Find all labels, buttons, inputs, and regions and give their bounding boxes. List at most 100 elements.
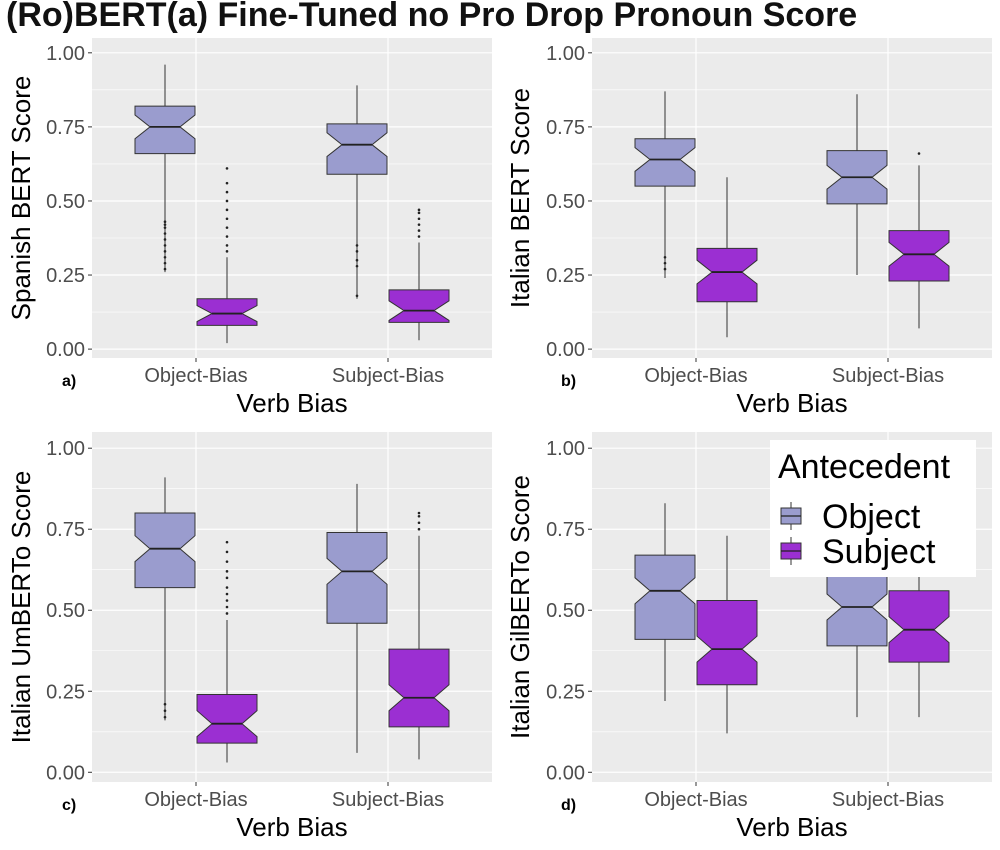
legend-label-subject: Subject xyxy=(822,533,936,571)
outlier-point xyxy=(164,256,167,259)
outlier-point xyxy=(164,238,167,241)
outlier-point xyxy=(664,256,667,259)
x-axis-title: Verb Bias xyxy=(236,388,347,418)
outlier-point xyxy=(226,167,229,170)
outlier-point xyxy=(226,570,229,573)
x-tick-label: Subject-Bias xyxy=(832,365,944,387)
box-body xyxy=(327,124,387,174)
x-tick-label: Subject-Bias xyxy=(332,365,444,387)
outlier-point xyxy=(226,182,229,185)
outlier-point xyxy=(418,217,421,220)
outlier-point xyxy=(164,232,167,235)
panel-3: 0.00 0.25 0.50 0.75 1.00 Object-Bias Subject-B… xyxy=(6,432,492,842)
outlier-point xyxy=(226,577,229,580)
outlier-point xyxy=(418,515,421,518)
outlier-point xyxy=(418,229,421,232)
x-tick-label: Object-Bias xyxy=(144,365,247,387)
y-tick-label: 0.00 xyxy=(46,339,85,361)
outlier-point xyxy=(226,593,229,596)
outlier-point xyxy=(226,606,229,609)
y-tick-label: 0.00 xyxy=(546,339,585,361)
y-tick-label: 0.75 xyxy=(546,519,585,541)
outlier-point xyxy=(356,259,359,262)
outlier-point xyxy=(226,191,229,194)
outlier-point xyxy=(418,528,421,531)
y-tick-label: 0.25 xyxy=(46,681,85,703)
outlier-point xyxy=(164,262,167,265)
y-axis-title: Italian BERT Score xyxy=(505,88,535,308)
box-body xyxy=(635,555,695,639)
x-tick-label: Subject-Bias xyxy=(332,789,444,811)
outlier-point xyxy=(164,703,167,706)
x-tick-label: Object-Bias xyxy=(644,789,747,811)
outlier-point xyxy=(418,512,421,515)
box-body xyxy=(389,290,449,323)
outlier-point xyxy=(226,560,229,563)
y-axis-title: Italian GilBERTo Score xyxy=(505,475,535,739)
legend-title: Antecedent xyxy=(778,448,951,486)
y-tick-label: 1.00 xyxy=(46,43,85,65)
y-tick-label: 0.50 xyxy=(546,600,585,622)
outlier-point xyxy=(356,294,359,297)
x-tick-label: Subject-Bias xyxy=(832,789,944,811)
outlier-point xyxy=(164,250,167,253)
y-tick-label: 0.00 xyxy=(546,762,585,784)
outlier-point xyxy=(164,220,167,223)
box-body xyxy=(197,695,257,744)
outlier-point xyxy=(164,244,167,247)
boxplot-figure: 0.00 0.25 0.50 0.75 1.00 Object-Bias Subject-B… xyxy=(0,0,1000,850)
outlier-point xyxy=(356,244,359,247)
outlier-point xyxy=(226,200,229,203)
y-tick-label: 1.00 xyxy=(546,438,585,460)
legend-label-object: Object xyxy=(822,498,921,536)
outlier-point xyxy=(226,612,229,615)
x-tick-label: Object-Bias xyxy=(644,365,747,387)
y-tick-label: 1.00 xyxy=(46,438,85,460)
outlier-point xyxy=(418,521,421,524)
y-tick-label: 1.00 xyxy=(546,43,585,65)
outlier-point xyxy=(164,716,167,719)
outlier-point xyxy=(226,250,229,253)
outlier-point xyxy=(226,217,229,220)
y-tick-label: 0.25 xyxy=(46,265,85,287)
panel-2: 0.000.250.500.751.00Object-Bias Subject-B… xyxy=(505,38,992,418)
outlier-point xyxy=(664,262,667,265)
panel-label: b) xyxy=(561,373,576,390)
x-axis-title: Verb Bias xyxy=(736,388,847,418)
outlier-point xyxy=(226,235,229,238)
outlier-point xyxy=(164,223,167,226)
y-tick-label: 0.75 xyxy=(46,117,85,139)
outlier-point xyxy=(164,709,167,712)
panel-background xyxy=(92,432,492,782)
outlier-point xyxy=(356,250,359,253)
outlier-point xyxy=(164,226,167,229)
x-axis-title: Verb Bias xyxy=(736,812,847,842)
x-axis-title: Verb Bias xyxy=(236,812,347,842)
outlier-point xyxy=(418,235,421,238)
outlier-point xyxy=(356,265,359,268)
y-axis-title: Spanish BERT Score xyxy=(6,76,36,321)
y-tick-label: 0.75 xyxy=(546,117,585,139)
outlier-point xyxy=(226,586,229,589)
outlier-point xyxy=(418,212,421,215)
outlier-point xyxy=(918,152,921,155)
y-axis-title: Italian UmBERTo Score xyxy=(6,471,36,744)
box-body xyxy=(327,533,387,624)
outlier-point xyxy=(226,209,229,212)
panel-background xyxy=(592,38,992,358)
outlier-point xyxy=(226,244,229,247)
panel-label: a) xyxy=(62,373,76,390)
outlier-point xyxy=(164,268,167,271)
panel-1: 0.00 0.25 0.50 0.75 1.00 Object-Bias Subject-B… xyxy=(6,38,492,418)
outlier-point xyxy=(418,209,421,212)
panel-label: d) xyxy=(561,797,576,814)
box-body xyxy=(697,601,757,685)
panel-label: c) xyxy=(62,797,76,814)
outlier-point xyxy=(226,599,229,602)
y-tick-label: 0.00 xyxy=(46,762,85,784)
y-tick-label: 0.25 xyxy=(546,681,585,703)
y-tick-label: 0.50 xyxy=(46,191,85,213)
y-tick-label: 0.50 xyxy=(46,600,85,622)
outlier-point xyxy=(226,551,229,554)
box-body xyxy=(389,649,449,727)
